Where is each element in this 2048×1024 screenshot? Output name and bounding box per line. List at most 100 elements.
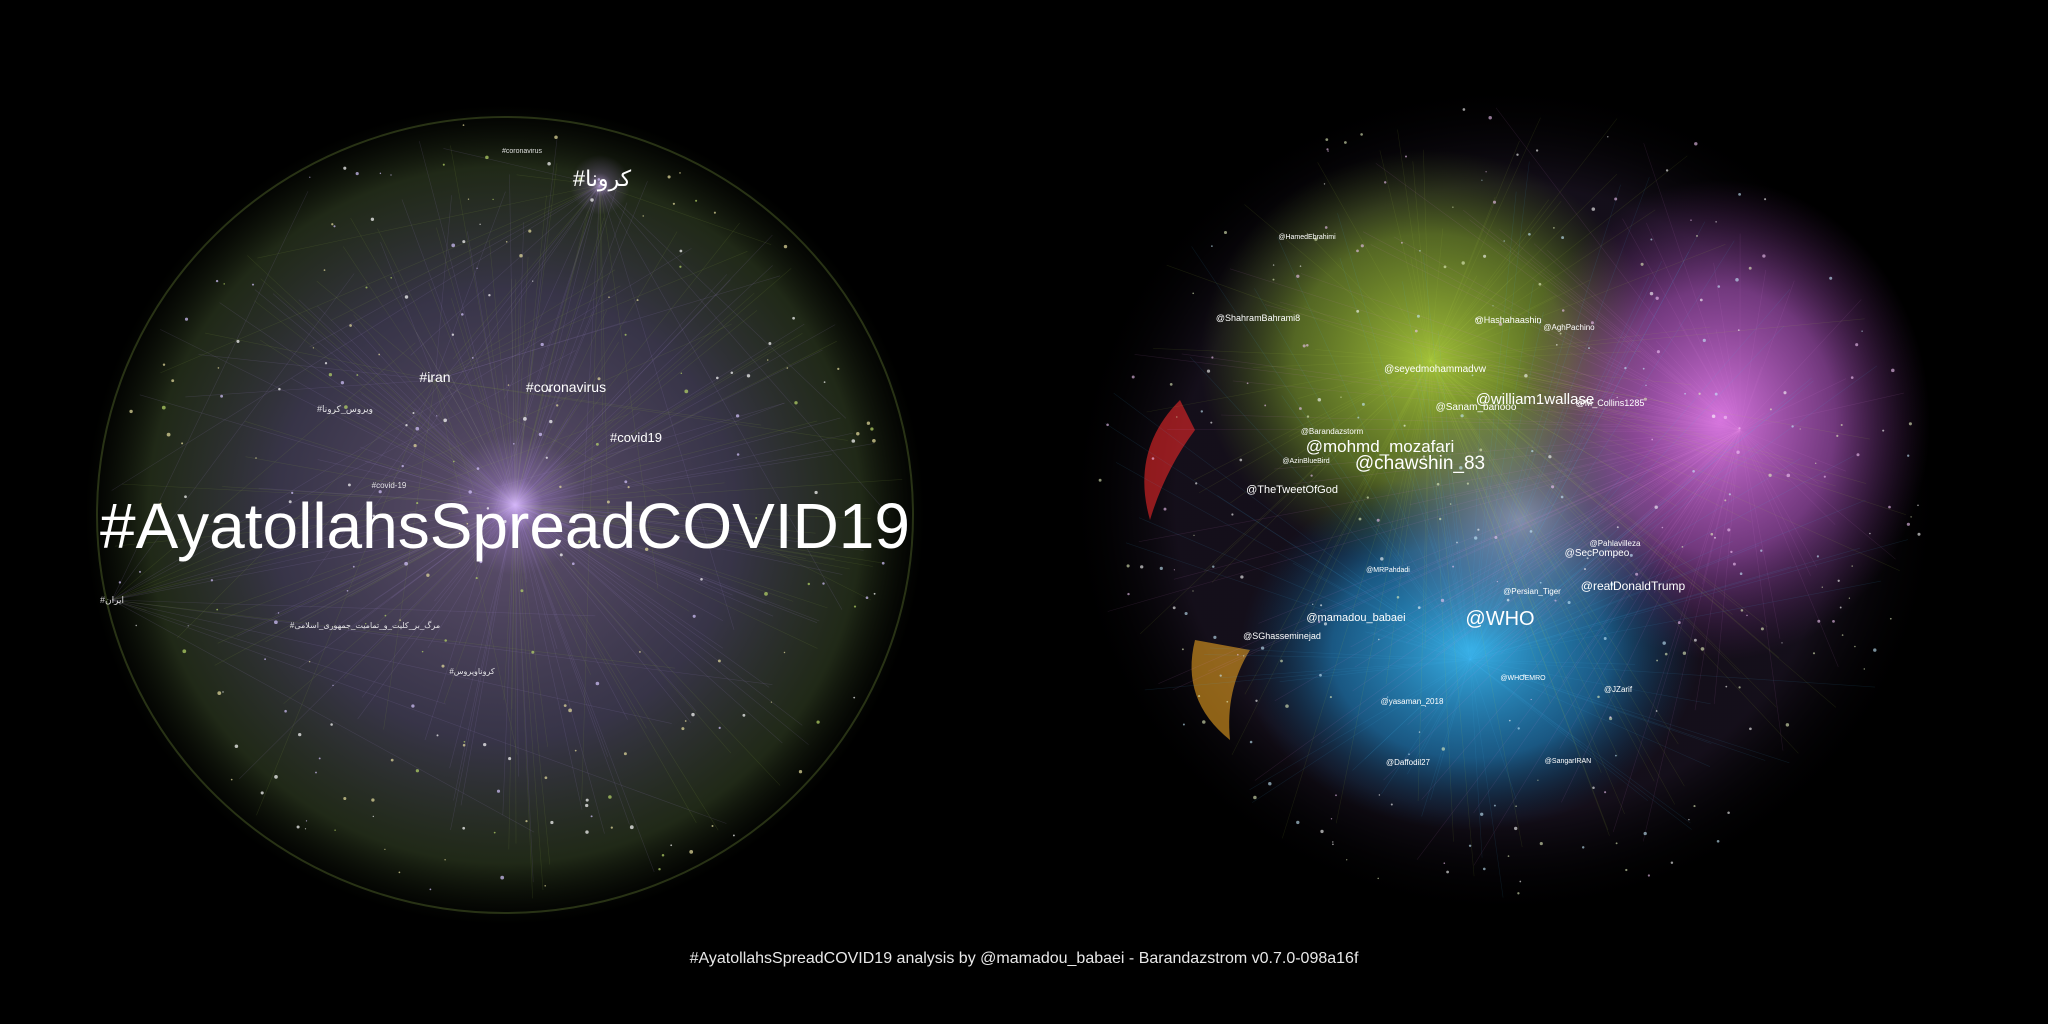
mention-edge xyxy=(1429,140,1520,361)
mention-node xyxy=(1624,366,1627,370)
mention-node xyxy=(1539,581,1542,584)
mention-node xyxy=(1172,606,1176,610)
mention-edge xyxy=(1364,359,1431,486)
mention-edge xyxy=(1499,229,1741,431)
mention-label-jzarif: @JZarif xyxy=(1604,685,1633,694)
hashtag-node xyxy=(330,723,333,726)
mention-edge xyxy=(1429,359,1676,805)
hashtag-node xyxy=(544,776,548,780)
hashtag-edge xyxy=(176,379,436,639)
mention-node xyxy=(1493,804,1496,807)
mention-edge xyxy=(1398,378,1741,431)
mention-edge xyxy=(1412,377,1741,431)
mention-node xyxy=(1344,141,1347,144)
mention-edge xyxy=(1469,445,1529,661)
mention-node xyxy=(1714,392,1718,396)
mention-edge xyxy=(1469,221,1706,661)
hashtag-node xyxy=(658,867,661,871)
mention-edge xyxy=(1352,429,1741,692)
hashtag-node xyxy=(695,199,698,202)
mention-edge xyxy=(1173,429,1741,580)
hashtag-node xyxy=(488,294,491,297)
hashtag-node xyxy=(264,658,266,661)
hashtag-node xyxy=(372,514,376,518)
mention-node xyxy=(1732,562,1736,566)
mention-node xyxy=(1640,262,1644,266)
mention-edge xyxy=(1569,352,1741,431)
mention-node xyxy=(1306,415,1310,418)
mention-edge xyxy=(1469,659,1711,705)
hashtag-edge xyxy=(111,599,596,617)
mention-edge xyxy=(1429,359,1602,773)
mention-node xyxy=(1730,550,1733,554)
hashtag-node xyxy=(458,532,461,534)
mention-node xyxy=(1654,505,1658,509)
hashtag-node xyxy=(444,859,446,861)
mention-node xyxy=(1106,423,1109,427)
mention-edge xyxy=(1423,416,1741,431)
hashtag-node xyxy=(451,333,455,336)
mention-node xyxy=(1506,598,1510,602)
mention-node xyxy=(1677,621,1681,625)
hashtag-edge xyxy=(111,521,520,601)
mention-node xyxy=(1192,292,1195,295)
mention-node xyxy=(1212,565,1215,568)
mention-edge xyxy=(1297,359,1431,399)
hashtag-node xyxy=(556,404,559,407)
mention-edge xyxy=(1113,392,1471,661)
mention-node xyxy=(1702,338,1706,342)
mention-node xyxy=(1728,493,1731,496)
mention-edge xyxy=(1469,628,1605,661)
mention-node xyxy=(1727,811,1730,815)
mention-edge xyxy=(1300,273,1741,431)
mention-node xyxy=(1837,579,1840,582)
hashtag-node xyxy=(513,543,517,547)
mention-node xyxy=(1481,179,1483,181)
hashtag-edge xyxy=(111,599,727,824)
mention-node xyxy=(1651,438,1654,441)
hashtag-node xyxy=(578,540,581,544)
mention-edge xyxy=(1739,269,1767,431)
mention-node xyxy=(1378,794,1381,796)
mention-node xyxy=(1840,423,1843,427)
mention-node xyxy=(1438,517,1442,521)
mention-edge xyxy=(1427,306,1431,361)
mention-edge xyxy=(1312,429,1741,615)
mention-node xyxy=(1396,596,1400,599)
hashtag-node xyxy=(274,775,278,779)
mention-edge xyxy=(1469,659,1790,764)
mention-label-ghasseminejad: @SGhasseminejad xyxy=(1243,631,1321,641)
mention-node xyxy=(1516,153,1519,156)
hashtag-node xyxy=(603,523,607,527)
hashtag-node xyxy=(346,589,349,592)
mention-node xyxy=(1098,478,1102,482)
mention-label-william: @william1wallase xyxy=(1476,391,1595,408)
mention-node xyxy=(1910,516,1912,518)
hashtag-node xyxy=(492,198,494,201)
hashtag-node xyxy=(349,324,352,327)
mention-edge xyxy=(1739,429,1847,472)
mention-node xyxy=(1253,795,1257,800)
hashtag-node xyxy=(585,798,589,802)
hashtag-node xyxy=(415,426,420,431)
hashtag-edge xyxy=(434,195,452,381)
hashtag-node xyxy=(610,826,613,829)
mention-node xyxy=(1725,685,1728,688)
hashtag-node xyxy=(770,701,773,703)
mention-edge xyxy=(1469,499,1866,661)
hashtag-node xyxy=(161,405,166,410)
mention-node xyxy=(1832,620,1835,623)
hashtag-label-corona-fa: #کرونا xyxy=(573,166,632,191)
mention-edge xyxy=(1191,246,1471,661)
mention-node xyxy=(1906,522,1911,526)
mention-node xyxy=(1554,599,1557,602)
hashtag-node xyxy=(304,828,307,830)
hashtag-edge xyxy=(111,599,773,685)
mention-node xyxy=(1459,466,1463,470)
mention-node xyxy=(1656,350,1660,354)
mention-node xyxy=(1260,646,1265,650)
hashtag-node xyxy=(365,286,368,289)
hashtag-edge xyxy=(330,184,601,321)
mention-node xyxy=(1477,528,1480,531)
mention-label-secpompeo: @SecPompeo xyxy=(1565,548,1630,559)
